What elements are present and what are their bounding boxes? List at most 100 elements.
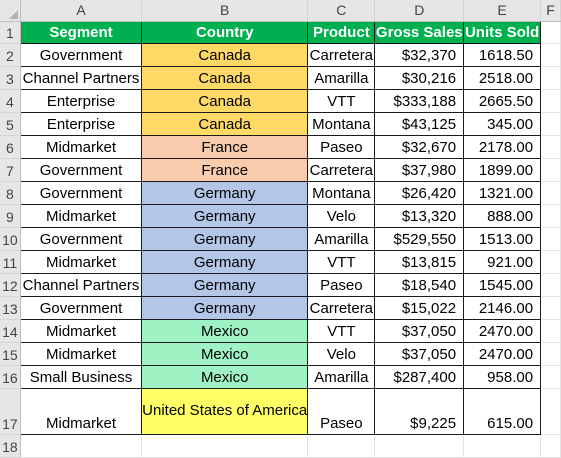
gross-sales-cell[interactable]: $30,216: [374, 65, 465, 90]
product-cell[interactable]: Velo: [307, 203, 376, 228]
empty-cell[interactable]: [540, 112, 561, 136]
country-cell[interactable]: United States of America: [141, 387, 309, 435]
column-header-a[interactable]: A: [20, 0, 143, 22]
empty-cell[interactable]: [141, 434, 309, 458]
column-header-e[interactable]: E: [463, 0, 542, 22]
product-cell[interactable]: Carretera: [307, 42, 376, 67]
country-cell[interactable]: Mexico: [141, 341, 309, 366]
row-header[interactable]: 15: [0, 342, 21, 366]
country-cell[interactable]: Canada: [141, 42, 309, 67]
gross-sales-cell[interactable]: $32,370: [374, 42, 465, 67]
segment-cell[interactable]: Midmarket: [19, 318, 143, 343]
empty-cell[interactable]: [540, 227, 561, 251]
empty-cell[interactable]: [540, 388, 561, 435]
segment-cell[interactable]: Midmarket: [19, 341, 143, 366]
segment-cell[interactable]: Government: [19, 42, 143, 67]
row-header[interactable]: 2: [0, 43, 21, 67]
units-sold-cell[interactable]: 2470.00: [463, 318, 542, 343]
units-sold-cell[interactable]: 345.00: [463, 111, 542, 136]
units-sold-cell[interactable]: 2518.00: [463, 65, 542, 90]
header-cell-gross-sales[interactable]: Gross Sales: [374, 20, 465, 44]
header-cell-country[interactable]: Country: [141, 20, 309, 44]
country-cell[interactable]: Germany: [141, 295, 309, 320]
row-header[interactable]: 14: [0, 319, 21, 343]
gross-sales-cell[interactable]: $43,125: [374, 111, 465, 136]
product-cell[interactable]: Carretera: [307, 157, 376, 182]
select-all-corner[interactable]: [0, 0, 21, 22]
segment-cell[interactable]: Government: [19, 226, 143, 251]
row-header[interactable]: 11: [0, 250, 21, 274]
row-header[interactable]: 18: [0, 434, 21, 458]
gross-sales-cell[interactable]: $9,225: [374, 387, 465, 435]
gross-sales-cell[interactable]: $37,050: [374, 318, 465, 343]
country-cell[interactable]: Canada: [141, 111, 309, 136]
product-cell[interactable]: Montana: [307, 111, 376, 136]
units-sold-cell[interactable]: 921.00: [463, 249, 542, 274]
product-cell[interactable]: Montana: [307, 180, 376, 205]
units-sold-cell[interactable]: 615.00: [463, 387, 542, 435]
gross-sales-cell[interactable]: $18,540: [374, 272, 465, 297]
segment-cell[interactable]: Midmarket: [19, 203, 143, 228]
units-sold-cell[interactable]: 1321.00: [463, 180, 542, 205]
gross-sales-cell[interactable]: $37,980: [374, 157, 465, 182]
row-header[interactable]: 9: [0, 204, 21, 228]
row-header[interactable]: 3: [0, 66, 21, 90]
empty-cell[interactable]: [540, 319, 561, 343]
units-sold-cell[interactable]: 1513.00: [463, 226, 542, 251]
row-header[interactable]: 1: [0, 21, 21, 44]
product-cell[interactable]: Paseo: [307, 272, 376, 297]
units-sold-cell[interactable]: 1899.00: [463, 157, 542, 182]
country-cell[interactable]: France: [141, 157, 309, 182]
empty-cell[interactable]: [540, 135, 561, 159]
empty-cell[interactable]: [540, 250, 561, 274]
units-sold-cell[interactable]: 2146.00: [463, 295, 542, 320]
empty-cell[interactable]: [540, 204, 561, 228]
units-sold-cell[interactable]: 958.00: [463, 364, 542, 389]
units-sold-cell[interactable]: 1618.50: [463, 42, 542, 67]
product-cell[interactable]: VTT: [307, 318, 376, 343]
gross-sales-cell[interactable]: $15,022: [374, 295, 465, 320]
row-header[interactable]: 10: [0, 227, 21, 251]
gross-sales-cell[interactable]: $529,550: [374, 226, 465, 251]
row-header[interactable]: 7: [0, 158, 21, 182]
empty-cell[interactable]: [540, 342, 561, 366]
segment-cell[interactable]: Enterprise: [19, 88, 143, 113]
empty-cell[interactable]: [307, 434, 376, 458]
product-cell[interactable]: VTT: [307, 88, 376, 113]
product-cell[interactable]: Carretera: [307, 295, 376, 320]
product-cell[interactable]: Amarilla: [307, 226, 376, 251]
gross-sales-cell[interactable]: $32,670: [374, 134, 465, 159]
units-sold-cell[interactable]: 2470.00: [463, 341, 542, 366]
segment-cell[interactable]: Midmarket: [19, 134, 143, 159]
empty-cell[interactable]: [540, 89, 561, 113]
country-cell[interactable]: Canada: [141, 88, 309, 113]
empty-cell[interactable]: [540, 158, 561, 182]
segment-cell[interactable]: Midmarket: [19, 249, 143, 274]
row-header[interactable]: 17: [0, 388, 21, 435]
country-cell[interactable]: Mexico: [141, 318, 309, 343]
column-header-b[interactable]: B: [141, 0, 309, 22]
product-cell[interactable]: Paseo: [307, 134, 376, 159]
country-cell[interactable]: Germany: [141, 180, 309, 205]
row-header[interactable]: 4: [0, 89, 21, 113]
units-sold-cell[interactable]: 2665.50: [463, 88, 542, 113]
row-header[interactable]: 6: [0, 135, 21, 159]
segment-cell[interactable]: Government: [19, 157, 143, 182]
column-header-c[interactable]: C: [307, 0, 376, 22]
empty-cell[interactable]: [540, 365, 561, 389]
row-header[interactable]: 12: [0, 273, 21, 297]
row-header[interactable]: 13: [0, 296, 21, 320]
header-cell-segment[interactable]: Segment: [19, 20, 143, 44]
country-cell[interactable]: Germany: [141, 272, 309, 297]
segment-cell[interactable]: Midmarket: [19, 387, 143, 435]
header-cell-product[interactable]: Product: [307, 20, 376, 44]
gross-sales-cell[interactable]: $13,815: [374, 249, 465, 274]
header-cell-units-sold[interactable]: Units Sold: [463, 20, 542, 44]
product-cell[interactable]: Amarilla: [307, 364, 376, 389]
segment-cell[interactable]: Government: [19, 180, 143, 205]
gross-sales-cell[interactable]: $287,400: [374, 364, 465, 389]
empty-cell[interactable]: [540, 181, 561, 205]
column-header-f[interactable]: F: [540, 0, 561, 22]
product-cell[interactable]: Paseo: [307, 387, 376, 435]
segment-cell[interactable]: Small Business: [19, 364, 143, 389]
